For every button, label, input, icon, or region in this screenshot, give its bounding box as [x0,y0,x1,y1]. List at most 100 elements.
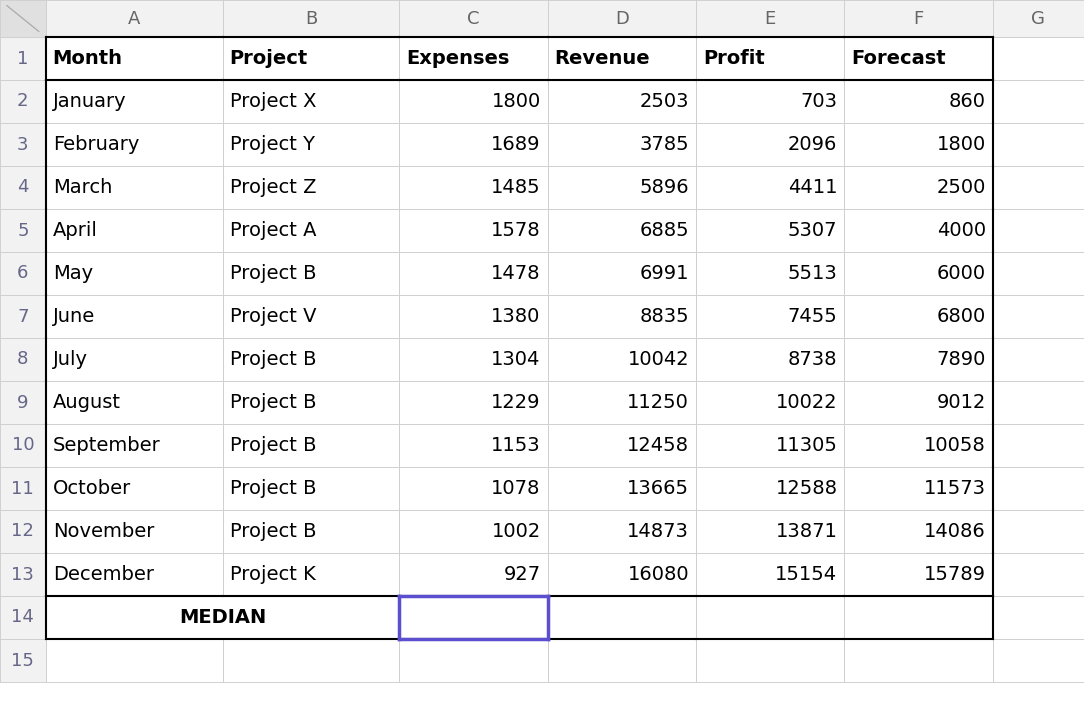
Bar [696,381,844,424]
Text: 15154: 15154 [775,565,837,584]
Bar [844,166,993,209]
Bar [844,467,993,510]
Text: 11305: 11305 [775,436,837,455]
Text: 8738: 8738 [788,350,837,369]
Bar [547,381,696,424]
Bar [993,553,1084,596]
Bar [844,510,993,553]
Text: Project X: Project X [230,92,317,111]
Text: Project V: Project V [230,307,317,326]
Bar [844,381,993,424]
Text: 703: 703 [800,92,837,111]
Bar [993,295,1084,338]
Bar [547,424,696,467]
Text: March: March [53,178,112,197]
Text: 2500: 2500 [937,178,985,197]
Text: 860: 860 [948,92,985,111]
Bar [399,467,547,510]
Bar [844,639,993,682]
Text: Project B: Project B [230,522,317,541]
Text: 14: 14 [12,609,35,626]
Bar [0,596,46,639]
Text: Project: Project [230,49,308,68]
Bar [222,381,399,424]
Text: 10: 10 [12,436,34,455]
Bar [696,252,844,295]
Bar [0,209,46,252]
Text: 1229: 1229 [491,393,541,412]
Bar [993,37,1084,80]
Bar [399,0,547,37]
Bar [0,639,46,682]
Bar [46,80,222,123]
Text: 12588: 12588 [775,479,837,498]
Bar [844,37,993,80]
Text: 1: 1 [17,49,28,67]
Text: 14086: 14086 [924,522,985,541]
Bar [844,338,993,381]
Bar [46,510,222,553]
Text: December: December [53,565,154,584]
Text: 10042: 10042 [628,350,689,369]
Text: F: F [914,9,924,28]
Text: 13871: 13871 [775,522,837,541]
Bar [696,295,844,338]
Bar [46,295,222,338]
Text: 1304: 1304 [491,350,541,369]
Bar [46,639,222,682]
Bar [222,467,399,510]
Text: 6: 6 [17,264,28,283]
Bar [399,295,547,338]
Bar [547,166,696,209]
Text: Project Y: Project Y [230,135,314,154]
Bar [399,37,547,80]
Bar [399,123,547,166]
Bar [993,80,1084,123]
Bar [399,639,547,682]
Bar [399,80,547,123]
Text: October: October [53,479,131,498]
Bar [696,553,844,596]
Bar [547,553,696,596]
Bar [993,252,1084,295]
Text: Project B: Project B [230,350,317,369]
Text: 9: 9 [17,394,28,411]
Text: September: September [53,436,160,455]
Text: 15: 15 [12,651,35,670]
Bar [0,424,46,467]
Text: 13665: 13665 [627,479,689,498]
Bar [844,553,993,596]
Text: 7: 7 [17,308,28,325]
Bar [0,338,46,381]
Bar [222,295,399,338]
Bar [0,553,46,596]
Bar [222,166,399,209]
Bar [222,80,399,123]
Text: February: February [53,135,139,154]
Bar [993,424,1084,467]
Bar [696,424,844,467]
Bar [399,381,547,424]
Bar [696,510,844,553]
Bar [222,510,399,553]
Bar [222,252,399,295]
Text: 12: 12 [12,522,35,540]
Text: 5: 5 [17,221,28,240]
Bar [0,37,46,80]
Text: 1002: 1002 [491,522,541,541]
Text: 11: 11 [12,479,35,498]
Text: 6800: 6800 [937,307,985,326]
Bar [547,510,696,553]
Text: 5307: 5307 [788,221,837,240]
Bar [696,37,844,80]
Bar [222,209,399,252]
Text: 3: 3 [17,136,28,153]
Bar [222,37,399,80]
Bar [993,510,1084,553]
Bar [696,596,844,639]
Bar [0,166,46,209]
Text: 14873: 14873 [628,522,689,541]
Text: May: May [53,264,93,283]
Bar [0,123,46,166]
Bar [46,467,222,510]
